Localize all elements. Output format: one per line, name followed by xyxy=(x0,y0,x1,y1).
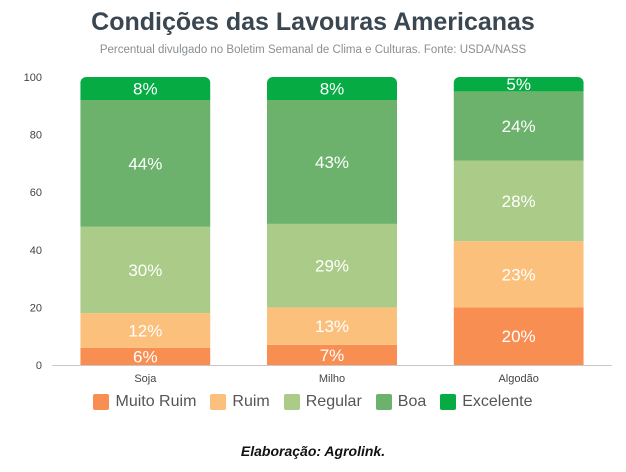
data-label: 28% xyxy=(502,192,536,211)
chart-subtitle: Percentual divulgado no Boletim Semanal … xyxy=(99,44,527,56)
bar-segment xyxy=(80,100,211,227)
bar-segment xyxy=(453,160,584,242)
y-tick-label: 100 xyxy=(24,72,42,84)
bar-segment xyxy=(453,307,584,365)
bar-stack xyxy=(267,77,397,365)
data-label: 30% xyxy=(128,261,162,280)
data-label: 24% xyxy=(502,117,536,136)
data-label: 23% xyxy=(502,265,536,284)
chart-title: Condições das Lavouras Americanas xyxy=(91,8,535,36)
y-tick-label: 20 xyxy=(30,302,42,314)
data-label: 5% xyxy=(506,75,531,94)
data-label: 44% xyxy=(128,154,162,173)
bar-segment xyxy=(267,344,397,365)
data-label: 8% xyxy=(320,80,345,99)
data-label: 29% xyxy=(315,257,349,276)
legend-label: Muito Ruim xyxy=(115,393,197,410)
y-tick-label: 40 xyxy=(30,245,42,257)
bar-segment xyxy=(267,307,397,345)
bar-segment xyxy=(80,347,211,365)
legend-item: Ruim xyxy=(210,393,270,411)
y-tick-label: 0 xyxy=(36,360,42,372)
legend-item: Regular xyxy=(283,393,362,411)
data-label: 43% xyxy=(315,153,349,172)
legend-swatch xyxy=(440,394,457,410)
bar-stack xyxy=(80,77,211,365)
legend-label: Boa xyxy=(397,393,427,410)
bar-segment xyxy=(80,226,211,314)
data-label: 7% xyxy=(320,346,345,365)
bar-segment xyxy=(267,77,397,101)
data-label: 20% xyxy=(502,327,536,346)
bar-segment xyxy=(453,91,584,161)
bar-segment xyxy=(453,77,584,92)
data-label: 8% xyxy=(133,80,158,99)
data-label: 13% xyxy=(315,317,349,336)
legend-swatch xyxy=(210,394,227,410)
x-tick-label: Soja xyxy=(134,373,157,385)
legend-item: Muito Ruim xyxy=(93,393,196,411)
data-label: 6% xyxy=(133,347,158,366)
bar-segment xyxy=(80,313,211,348)
legend-label: Ruim xyxy=(232,393,270,410)
bar-segment xyxy=(453,241,584,308)
legend-swatch xyxy=(283,394,300,410)
y-tick-label: 80 xyxy=(30,130,42,142)
data-label: 12% xyxy=(128,321,162,340)
legend-swatch xyxy=(93,394,110,410)
legend-swatch xyxy=(375,394,392,410)
bar-stack xyxy=(453,77,584,365)
chart-plot: 0 20 40 60 80 100 6% 12% 30% 44% 8% Soja 7% 13% 29% 43%… xyxy=(24,72,612,385)
chart-legend: Muito Ruim Ruim Regular Boa Excelente xyxy=(0,393,626,411)
y-tick-label: 60 xyxy=(30,187,42,199)
legend-item: Excelente xyxy=(440,393,533,411)
legend-item: Boa xyxy=(375,393,427,411)
bar-segment xyxy=(267,100,397,224)
legend-label: Excelente xyxy=(462,393,533,410)
x-tick-label: Milho xyxy=(319,373,345,385)
source-caption: Elaboração: Agrolink. xyxy=(240,443,386,459)
bar-segment xyxy=(267,223,397,308)
x-tick-label: Algodão xyxy=(498,373,538,385)
bar-segment xyxy=(80,77,211,101)
legend-label: Regular xyxy=(305,393,362,410)
